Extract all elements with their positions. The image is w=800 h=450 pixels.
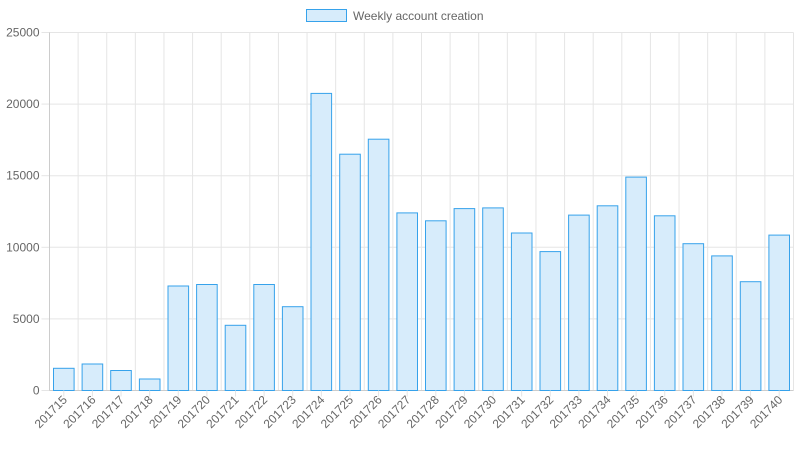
bar-201723[interactable] bbox=[281, 306, 304, 392]
y-tick-label: 25000 bbox=[6, 26, 40, 40]
bar-201719[interactable] bbox=[167, 285, 190, 391]
y-tick-label: 10000 bbox=[6, 240, 40, 254]
bar-201731[interactable] bbox=[510, 232, 533, 391]
y-tick-label: 15000 bbox=[6, 169, 40, 183]
bar-201734[interactable] bbox=[596, 205, 619, 391]
bar-201724[interactable] bbox=[310, 92, 333, 392]
legend[interactable]: Weekly account creation bbox=[306, 9, 484, 23]
bar-201726[interactable] bbox=[367, 138, 390, 391]
bar-201725[interactable] bbox=[339, 153, 361, 391]
legend-label: Weekly account creation bbox=[353, 9, 484, 23]
bar-201733[interactable] bbox=[568, 214, 590, 391]
bar-201729[interactable] bbox=[453, 208, 476, 391]
x-tick-label: 201740 bbox=[747, 392, 785, 430]
bar-201738[interactable] bbox=[711, 255, 733, 391]
bar-201736[interactable] bbox=[653, 215, 676, 391]
bar-201715[interactable] bbox=[53, 367, 75, 391]
bar-201720[interactable] bbox=[196, 284, 218, 391]
bar-201718[interactable] bbox=[138, 378, 161, 391]
bar-201716[interactable] bbox=[81, 363, 104, 391]
bar-201722[interactable] bbox=[253, 284, 275, 391]
grid bbox=[41, 32, 794, 391]
bar-201721[interactable] bbox=[224, 324, 247, 391]
bar-201737[interactable] bbox=[682, 243, 705, 391]
y-tick-label: 20000 bbox=[6, 97, 40, 111]
bar-201727[interactable] bbox=[396, 212, 418, 391]
bar-201732[interactable] bbox=[539, 251, 562, 391]
y-tick-label: 0 bbox=[33, 384, 40, 398]
legend-swatch bbox=[306, 9, 347, 22]
bar-201739[interactable] bbox=[739, 281, 762, 392]
bar-201735[interactable] bbox=[625, 176, 647, 391]
bar-201740[interactable] bbox=[768, 234, 791, 391]
bar-201728[interactable] bbox=[425, 220, 447, 391]
bar-201730[interactable] bbox=[482, 207, 504, 391]
bar-201717[interactable] bbox=[110, 370, 132, 391]
y-axis-ticks: 0 5000 10000 15000 20000 25000 bbox=[6, 26, 40, 398]
bars bbox=[53, 92, 791, 392]
x-axis-ticks: 2017152017162017172017182017192017202017… bbox=[32, 390, 786, 431]
y-tick-label: 5000 bbox=[13, 312, 40, 326]
